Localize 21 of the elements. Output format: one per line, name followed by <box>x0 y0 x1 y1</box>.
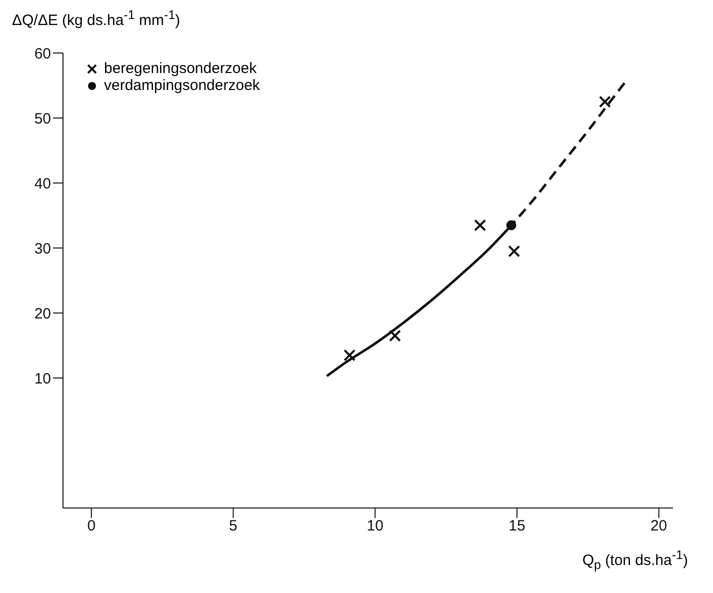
y-tick-label: 10 <box>34 370 51 388</box>
point <box>508 245 520 258</box>
legend-label: beregeningsonderzoek <box>104 60 257 77</box>
x-axis-title: Q$_{p}$ (ton ds.ha$^{-1}$) <box>582 548 688 572</box>
point <box>506 220 516 230</box>
x-tick-label: 20 <box>650 518 668 535</box>
y-tick-label: 20 <box>34 305 51 322</box>
x-tick-label: 15 <box>508 518 526 535</box>
point <box>474 219 486 232</box>
y-tick-label: 50 <box>34 110 51 128</box>
legend-label: verdampingsonderzoek <box>104 77 260 94</box>
x-tick-label: 0 <box>87 518 96 535</box>
y-tick-label: 60 <box>34 45 51 62</box>
x-tick-label: 5 <box>229 518 238 535</box>
point <box>344 349 356 362</box>
point <box>598 96 611 108</box>
y-axis-title: ΔQ/ΔE (kg ds.ha$^{-1}$ mm$^{-1}$) <box>11 8 182 31</box>
x-tick-label: 10 <box>366 518 384 535</box>
point <box>388 330 401 342</box>
y-tick-label: 40 <box>34 175 51 192</box>
y-tick-label: 30 <box>34 240 51 258</box>
